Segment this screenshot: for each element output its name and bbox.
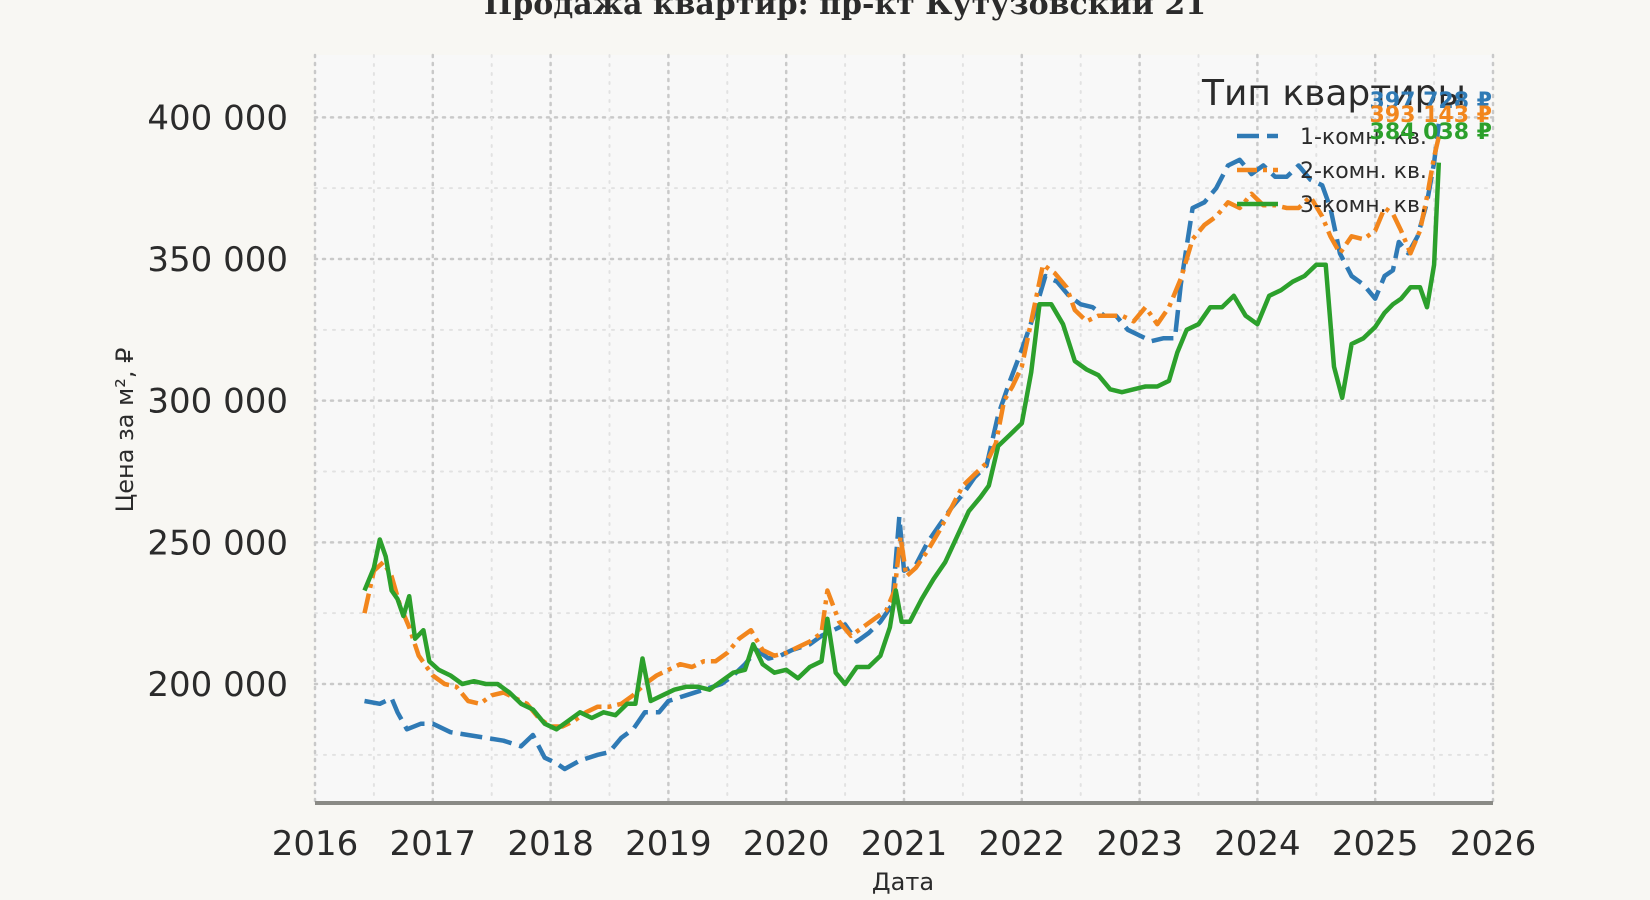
- y-tick-label: 350 000: [147, 240, 288, 280]
- y-tick-label: 200 000: [147, 665, 288, 705]
- y-tick-label: 400 000: [147, 98, 288, 138]
- y-axis-ticks: 200 000 250 000 300 000 350 000 400 000: [147, 98, 288, 705]
- x-tick-label: 2022: [979, 824, 1066, 864]
- legend: Тип квартиры 1-комн. кв. 2-комн. кв. 3-ком…: [1201, 73, 1466, 218]
- legend-label: 3-комн. кв.: [1300, 193, 1427, 218]
- x-tick-label: 2024: [1214, 824, 1301, 864]
- series-line-3: [362, 162, 1442, 732]
- x-axis-title: Дата: [872, 868, 934, 896]
- x-tick-label: 2026: [1450, 824, 1537, 864]
- end-value-label: 393 143 ₽: [1370, 103, 1492, 128]
- y-tick-label: 250 000: [147, 523, 288, 563]
- series-lines: [362, 123, 1442, 772]
- chart-title: Продажа квартир: пр-кт Кутузовский 21: [484, 0, 1206, 22]
- legend-title: Тип квартиры: [1201, 73, 1466, 114]
- x-tick-label: 2025: [1332, 824, 1419, 864]
- legend-label: 2-комн. кв.: [1300, 159, 1427, 184]
- x-tick-label: 2017: [390, 824, 477, 864]
- legend-label: 1-комн. кв.: [1300, 125, 1427, 150]
- end-value-label: 397 728 ₽: [1370, 89, 1492, 114]
- x-tick-label: 2016: [272, 824, 359, 864]
- end-value-label: 384 038 ₽: [1370, 120, 1492, 145]
- x-tick-label: 2020: [743, 824, 830, 864]
- x-tick-label: 2021: [861, 824, 948, 864]
- x-tick-label: 2019: [625, 824, 712, 864]
- x-tick-label: 2018: [507, 824, 594, 864]
- end-value-labels: 397 728 ₽393 143 ₽384 038 ₽: [1370, 89, 1492, 145]
- y-tick-label: 300 000: [147, 382, 288, 422]
- x-tick-label: 2023: [1096, 824, 1183, 864]
- y-axis-title: Цена за м², ₽: [111, 348, 139, 513]
- series-line-1: [364, 123, 1442, 772]
- x-axis-ticks: 2016 2017 2018 2019 2020 2021 2022 2023 2024 2025…: [272, 824, 1537, 864]
- grid-lines: [313, 53, 1495, 805]
